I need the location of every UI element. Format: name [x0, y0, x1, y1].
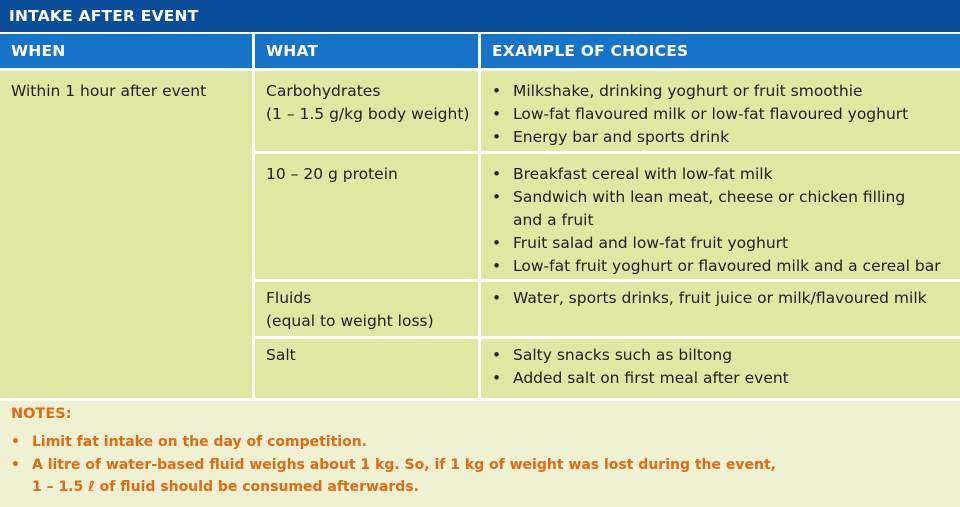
- when-cell: Within 1 hour after event: [0, 71, 252, 398]
- header-when: WHEN: [0, 34, 252, 68]
- list-item: • Added salt on first meal after event: [490, 367, 789, 390]
- examples-cell-protein: • Breakfast cereal with low-fat milk • San…: [481, 154, 960, 279]
- list-item: • Fruit salad and low-fat fruit yoghurt: [490, 232, 941, 255]
- bullet-icon: •: [11, 456, 20, 473]
- header-what: WHAT: [255, 34, 478, 68]
- notes-list: • Limit fat intake on the day of competit…: [9, 431, 776, 499]
- list-item: • Milkshake, drinking yoghurt or fruit sm…: [490, 80, 908, 103]
- examples-cell-carbohydrates: • Milkshake, drinking yoghurt or fruit sm…: [481, 71, 960, 151]
- examples-list: • Breakfast cereal with low-fat milk • San…: [490, 163, 941, 278]
- what-label: Carbohydrates: [266, 82, 381, 100]
- what-sublabel: (1 – 1.5 g/kg body weight): [266, 105, 470, 123]
- bullet-icon: •: [492, 257, 502, 275]
- bullet-icon: •: [492, 128, 502, 146]
- list-item: • Sandwich with lean meat, cheese or chic…: [490, 186, 941, 209]
- notes-panel: NOTES: • Limit fat intake on the day of c…: [0, 401, 960, 507]
- examples-cell-fluids: • Water, sports drinks, fruit juice or mi…: [481, 282, 960, 336]
- bullet-icon: •: [492, 105, 502, 123]
- note-item: • Limit fat intake on the day of competit…: [9, 431, 776, 454]
- examples-cell-salt: • Salty snacks such as biltong • Added sal…: [481, 339, 960, 398]
- what-cell-protein: 10 – 20 g protein: [255, 154, 478, 279]
- what-cell-carbohydrates: Carbohydrates (1 – 1.5 g/kg body weight): [255, 71, 478, 151]
- notes-title: NOTES:: [11, 406, 72, 422]
- what-label: 10 – 20 g protein: [266, 165, 398, 183]
- list-item-continuation: and a fruit: [513, 211, 594, 229]
- examples-list: • Water, sports drinks, fruit juice or mi…: [490, 287, 927, 310]
- list-item: • Water, sports drinks, fruit juice or mi…: [490, 287, 927, 310]
- note-item-continuation: 1 – 1.5 ℓ of fluid should be consumed af…: [32, 479, 419, 495]
- bullet-icon: •: [11, 434, 20, 450]
- when-text: Within 1 hour after event: [11, 82, 207, 100]
- examples-list: • Salty snacks such as biltong • Added sal…: [490, 344, 789, 390]
- bullet-icon: •: [492, 346, 502, 364]
- list-item: • Low-fat fruit yoghurt or flavoured milk…: [490, 255, 941, 278]
- bullet-icon: •: [492, 289, 502, 307]
- note-item: • A litre of water-based fluid weighs abo…: [9, 454, 776, 477]
- what-cell-salt: Salt: [255, 339, 478, 398]
- table-header-row: WHEN WHAT EXAMPLE OF CHOICES: [0, 34, 960, 68]
- bullet-icon: •: [492, 188, 502, 206]
- bullet-icon: •: [492, 234, 502, 252]
- bullet-icon: •: [492, 165, 502, 183]
- table-title: INTAKE AFTER EVENT: [0, 0, 960, 32]
- what-label: Salt: [266, 346, 296, 364]
- examples-list: • Milkshake, drinking yoghurt or fruit sm…: [490, 80, 908, 149]
- what-label: Fluids: [266, 289, 312, 307]
- what-cell-fluids: Fluids (equal to weight loss): [255, 282, 478, 336]
- what-sublabel: (equal to weight loss): [266, 312, 434, 330]
- list-item: • Salty snacks such as biltong: [490, 344, 789, 367]
- bullet-icon: •: [492, 82, 502, 100]
- list-item: • Low-fat flavoured milk or low-fat flavo…: [490, 103, 908, 126]
- list-item: • Breakfast cereal with low-fat milk: [490, 163, 941, 186]
- list-item: • Energy bar and sports drink: [490, 126, 908, 149]
- header-examples: EXAMPLE OF CHOICES: [481, 34, 960, 68]
- bullet-icon: •: [492, 369, 502, 387]
